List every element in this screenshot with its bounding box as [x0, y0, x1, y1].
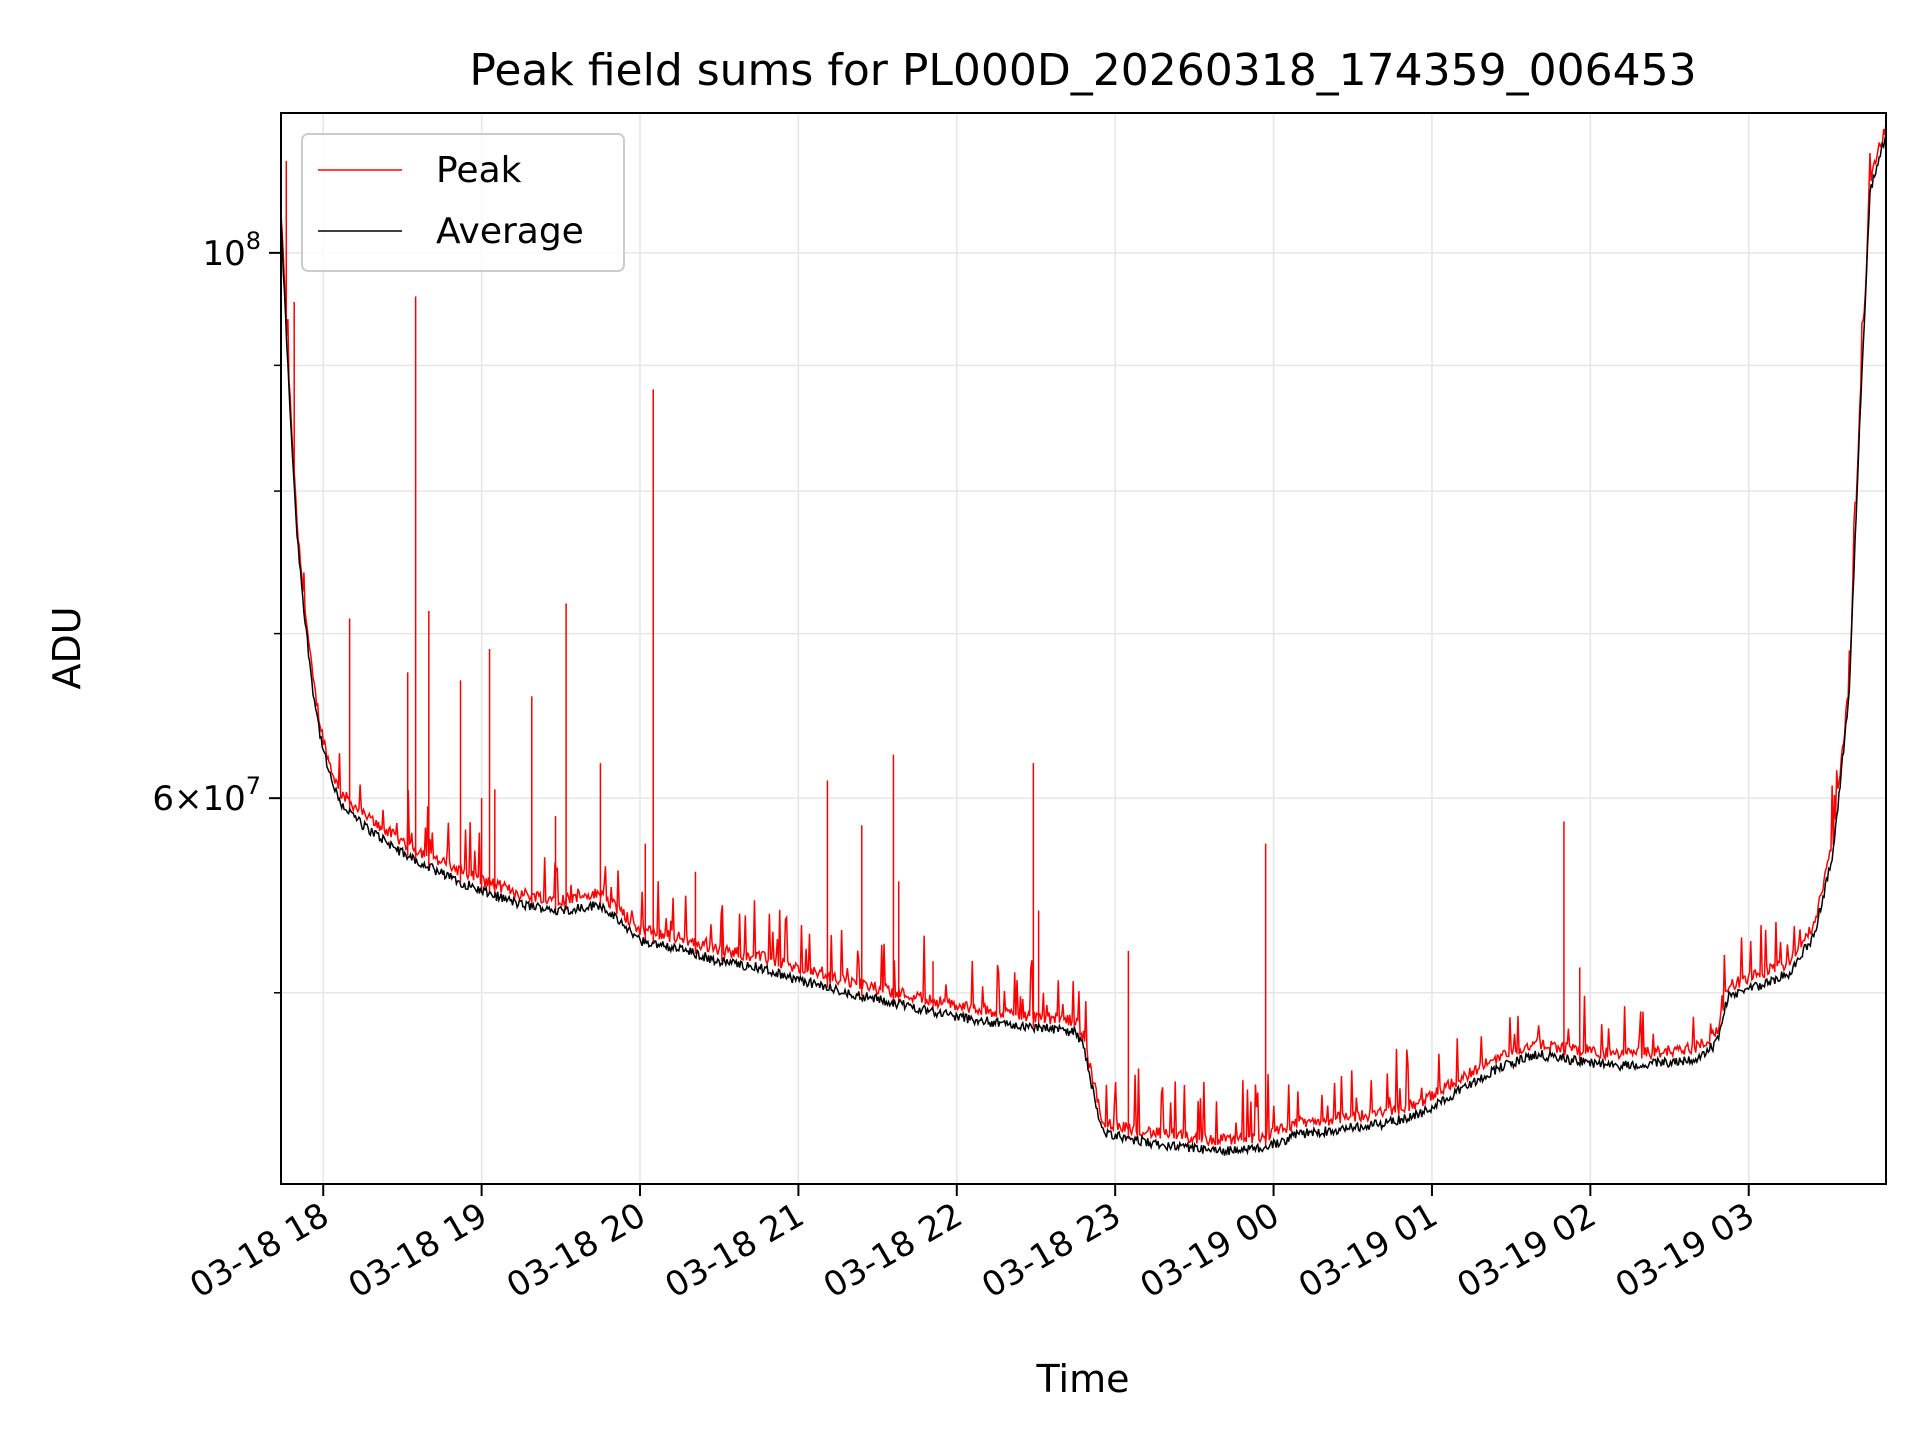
y-tick-label: 6×107: [152, 772, 261, 819]
series-line-average: [281, 133, 1886, 1157]
x-axis-label: Time: [1036, 1357, 1130, 1401]
legend: Peak Average: [301, 133, 625, 272]
y-tick-label: 108: [202, 227, 261, 274]
series-layer: [281, 122, 1886, 1157]
chart-title: Peak field sums for PL000D_20260318_1743…: [469, 45, 1696, 96]
grid: [281, 113, 1886, 1184]
plot-frame: [280, 112, 1887, 1185]
legend-label-average: Average: [436, 211, 584, 252]
plot-background: [281, 113, 1886, 1184]
series-line-peak: [281, 122, 1886, 1147]
legend-box: [301, 133, 625, 272]
y-axis-label: ADU: [45, 606, 89, 689]
plot-area: 03-18 18 03-18 19 03-18 20 03-18 21 03-18 22…: [152, 112, 1887, 1306]
legend-label-peak: Peak: [436, 150, 522, 191]
